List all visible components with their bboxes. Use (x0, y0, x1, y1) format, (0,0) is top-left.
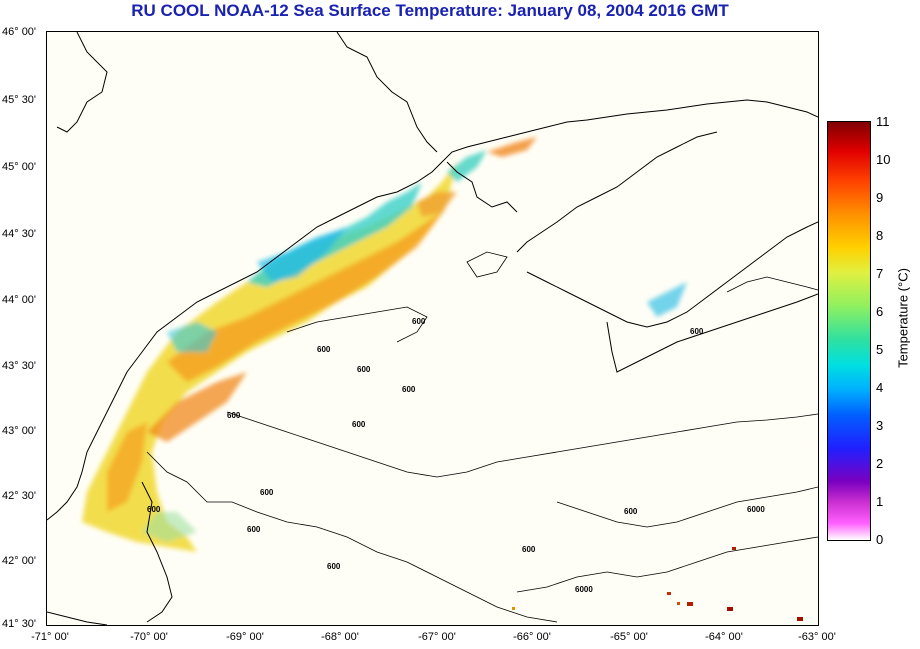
contour-label: 600 (352, 420, 366, 429)
map-plot-area: 600 600 600 600 600 600 600 600 600 600 … (46, 31, 819, 626)
y-tick-label: 45° 00' (2, 161, 37, 173)
colorbar-tick-label: 7 (876, 266, 884, 281)
colorbar-tick-label: 6 (876, 304, 884, 319)
x-tick-label: -65° 00' (610, 631, 648, 643)
contour-label: 600 (147, 505, 161, 514)
contour-label: 600 (317, 345, 331, 354)
colorbar-tick-label: 0 (876, 532, 884, 547)
colorbar-tick-label: 11 (876, 114, 890, 129)
x-tick-label: -67° 00' (418, 631, 456, 643)
colorbar-tick-label: 2 (876, 456, 884, 471)
contour-label: 600 (624, 507, 638, 516)
colorbar-tick-label: 1 (876, 494, 884, 509)
colorbar-tick-label: 8 (876, 228, 884, 243)
map-title: RU COOL NOAA-12 Sea Surface Temperature:… (131, 1, 729, 20)
coastline-layer (47, 32, 818, 625)
y-tick-label: 43° 00' (2, 425, 37, 437)
colorbar-tick-label: 5 (876, 342, 884, 357)
x-tick-label: -66° 00' (513, 631, 551, 643)
contour-label: 600 (402, 385, 416, 394)
contour-label-group: 600 600 600 600 600 600 600 600 600 600 … (147, 317, 765, 594)
x-tick-label: -68° 00' (321, 631, 359, 643)
colorbar-tick-label: 3 (876, 418, 884, 433)
contour-label: 600 (522, 545, 536, 554)
y-tick-label: 43° 30' (2, 360, 37, 372)
contour-label: 600 (227, 411, 241, 420)
y-tick-label: 46° 00' (2, 26, 37, 38)
x-tick-label: -63° 00' (798, 631, 836, 643)
contour-label: 600 (690, 327, 704, 336)
contour-label: 600 (260, 488, 274, 497)
y-tick-label: 42° 30' (2, 490, 37, 502)
sst-map: 600 600 600 600 600 600 600 600 600 600 … (47, 32, 818, 625)
sst-data-layer (82, 137, 687, 552)
contour-label: 6000 (747, 505, 765, 514)
contour-label: 600 (357, 365, 371, 374)
y-tick-label: 44° 00' (2, 294, 37, 306)
x-tick-label: -69° 00' (226, 631, 264, 643)
temperature-colorbar (827, 121, 871, 541)
y-tick-label: 45° 30' (2, 94, 37, 106)
contour-label: 6000 (575, 585, 593, 594)
colorbar-tick-label: 9 (876, 190, 884, 205)
sst-warm-pixels (512, 547, 803, 621)
contour-label: 600 (247, 525, 261, 534)
contour-label: 600 (327, 562, 341, 571)
y-tick-label: 42° 00' (2, 555, 37, 567)
colorbar-title: Temperature (°C) (895, 268, 911, 368)
colorbar-tick-label: 4 (876, 380, 884, 395)
x-tick-label: -70° 00' (130, 631, 168, 643)
x-tick-label: -64° 00' (705, 631, 743, 643)
x-tick-label: -71° 00' (31, 631, 69, 643)
y-tick-label: 41° 30' (2, 618, 37, 630)
colorbar-tick-label: 10 (876, 152, 891, 167)
contour-label: 600 (412, 317, 426, 326)
y-tick-label: 44° 30' (2, 228, 37, 240)
bathymetry-contours (146, 251, 818, 623)
